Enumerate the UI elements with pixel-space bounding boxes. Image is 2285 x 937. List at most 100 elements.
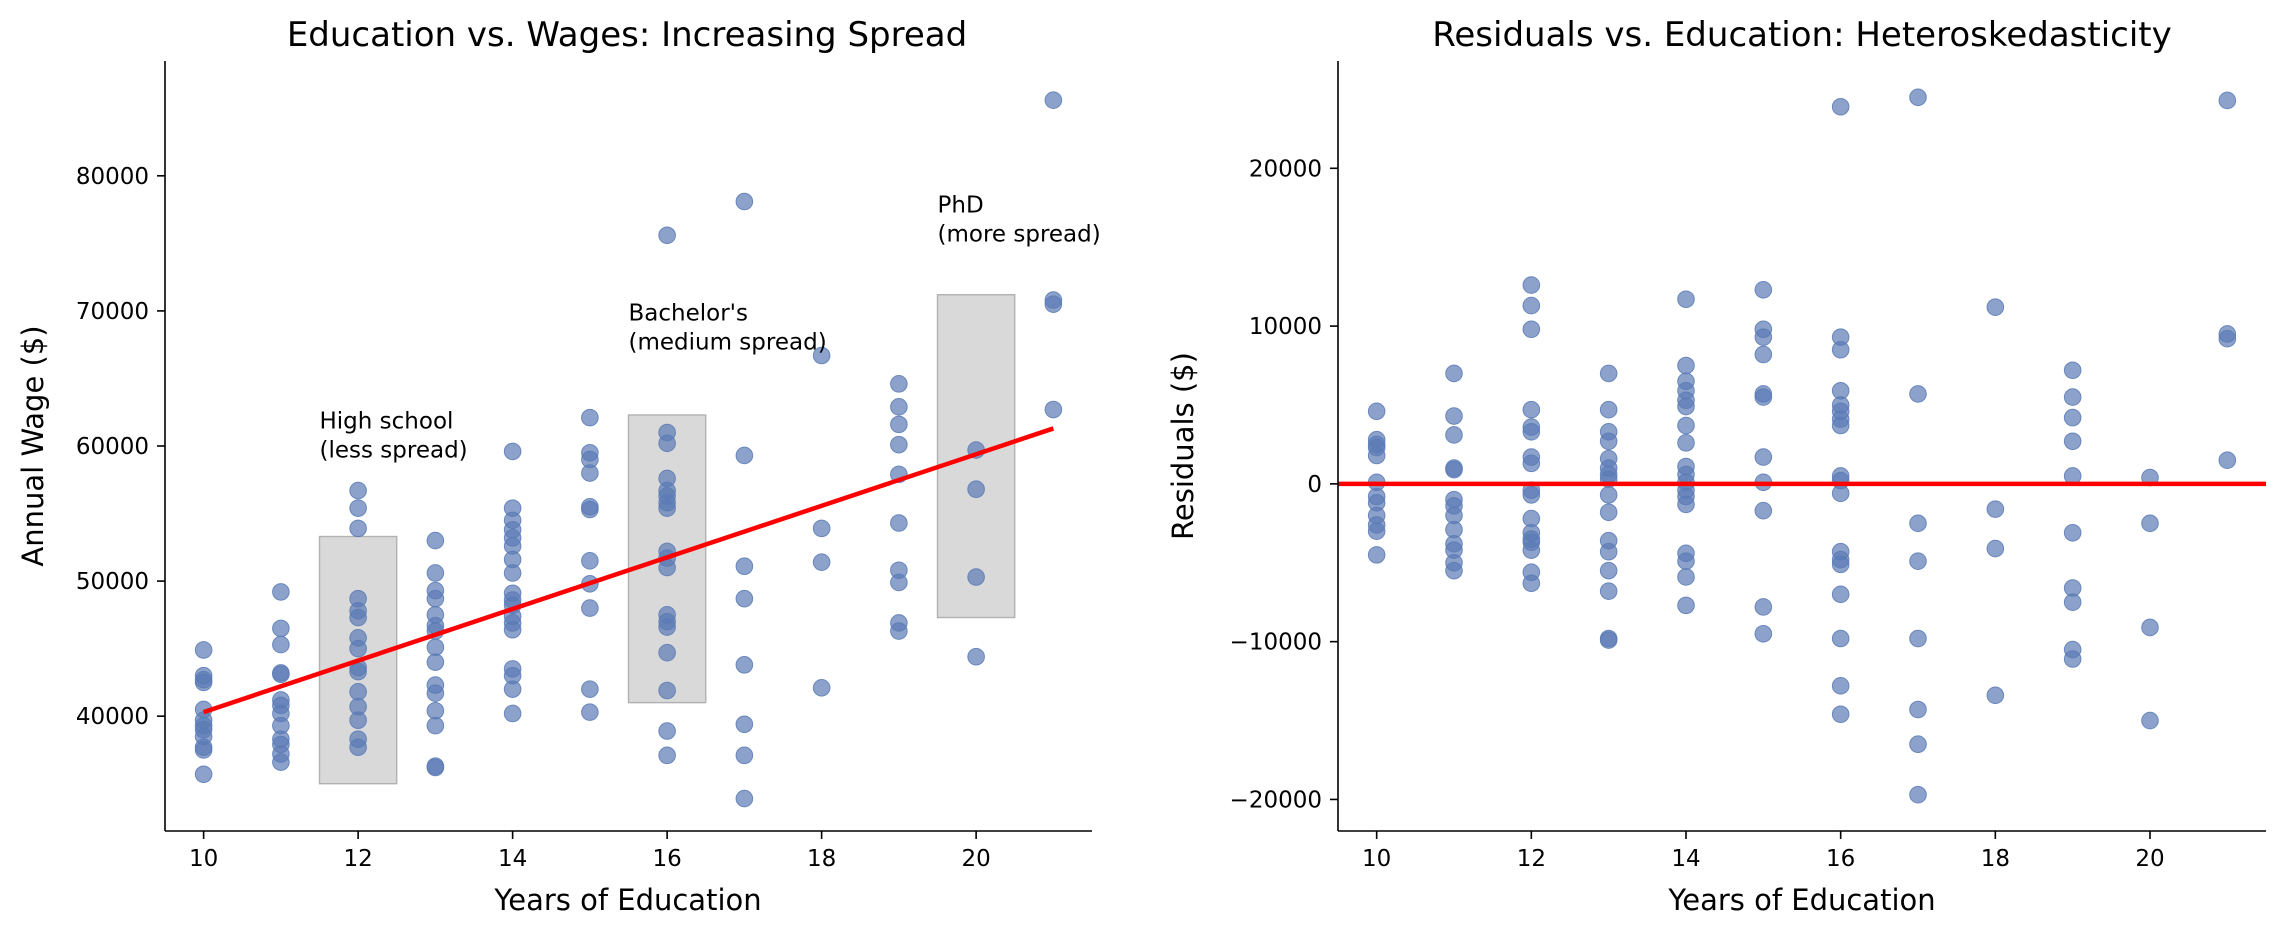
scatter-point (967, 647, 985, 666)
scatter-point (1909, 88, 1927, 107)
scatter-point (349, 683, 367, 701)
scatter-point (1909, 552, 1927, 570)
scatter-point (503, 680, 522, 698)
scatter-point (1831, 97, 1850, 116)
annotations: High school (less spread) Bachelor's (mediu… (320, 192, 1101, 463)
annotation-text: (medium spread) (629, 329, 827, 355)
scatter-point (581, 408, 599, 427)
scatter-point (2063, 523, 2082, 542)
scatter-point (1367, 522, 1386, 541)
scatter-point (349, 662, 367, 681)
scatter-point (735, 589, 754, 608)
scatter-point (1909, 385, 1927, 403)
right-chart-residuals: Residuals vs. Education: Heteroskedastic… (1166, 15, 2266, 917)
scatter-point (735, 746, 754, 765)
scatter-point (2063, 593, 2082, 612)
scatter-point (426, 758, 445, 777)
scatter-point (1445, 460, 1463, 479)
scatter-point (658, 746, 676, 765)
scatter-points (1367, 88, 2237, 804)
scatter-point (735, 192, 754, 211)
scatter-point (426, 531, 445, 550)
scatter-point (1831, 705, 1850, 724)
scatter-point (1599, 582, 1618, 600)
scatter-point (1986, 500, 2005, 518)
scatter-point (426, 638, 445, 657)
scatter-point (2063, 432, 2082, 451)
scatter-point (581, 680, 599, 698)
scatter-point (1445, 407, 1463, 425)
scatter-point (735, 557, 754, 576)
y-tick-label: 0 (1307, 472, 1322, 498)
scatter-point (1831, 340, 1850, 359)
scatter-point (272, 583, 290, 601)
y-tick-label: −20000 (1230, 787, 1322, 813)
scatter-point (1677, 434, 1695, 452)
scatter-point (349, 608, 367, 627)
scatter-point (890, 622, 908, 640)
scatter-point (735, 715, 754, 734)
y-tick-label: 70000 (76, 299, 149, 325)
scatter-point (1754, 598, 1773, 616)
scatter-point (349, 499, 367, 517)
scatter-point (890, 375, 908, 393)
scatter-point (349, 519, 367, 538)
left-chart-title: Education vs. Wages: Increasing Spread (287, 15, 967, 55)
scatter-point (349, 711, 367, 730)
scatter-point (1909, 700, 1927, 719)
scatter-point (2218, 329, 2237, 348)
scatter-point (1754, 501, 1773, 520)
scatter-point (1522, 320, 1541, 339)
right-chart-title: Residuals vs. Education: Heteroskedastic… (1432, 15, 2171, 55)
scatter-point (658, 681, 676, 700)
scatter-point (735, 789, 754, 808)
scatter-point (1522, 574, 1541, 593)
scatter-point (1522, 296, 1541, 315)
y-tick-label: 50000 (76, 569, 149, 595)
y-axis-ticks: 40000 50000 60000 70000 80000 (76, 164, 165, 730)
scatter-point (1677, 596, 1695, 615)
scatter-point (1677, 397, 1695, 416)
scatter-point (1909, 629, 1927, 648)
scatter-points (194, 91, 1063, 808)
x-tick-label: 10 (189, 846, 218, 872)
scatter-point (194, 765, 213, 784)
annotation-text: High school (320, 408, 454, 434)
scatter-point (1599, 631, 1618, 649)
scatter-point (426, 589, 445, 608)
scatter-point (1677, 552, 1695, 570)
scatter-point (1909, 514, 1927, 533)
x-tick-label: 12 (1517, 846, 1546, 872)
scatter-point (2141, 514, 2159, 533)
scatter-point (1445, 561, 1463, 580)
left-chart-ylabel: Annual Wage ($) (16, 325, 50, 566)
scatter-point (1754, 388, 1773, 406)
scatter-point (1445, 364, 1463, 383)
scatter-point (1599, 486, 1618, 504)
scatter-point (658, 499, 676, 517)
scatter-point (658, 558, 676, 577)
scatter-point (581, 464, 599, 482)
annotation-text: (less spread) (320, 437, 468, 463)
scatter-point (812, 679, 831, 697)
scatter-point (1599, 400, 1618, 419)
scatter-point (426, 653, 445, 671)
x-tick-label: 18 (1981, 846, 2010, 872)
y-tick-label: 20000 (1249, 156, 1322, 182)
scatter-point (1909, 735, 1927, 754)
scatter-point (2141, 618, 2159, 637)
scatter-point (1599, 503, 1618, 522)
scatter-point (1367, 446, 1386, 465)
x-tick-label: 14 (1671, 846, 1700, 872)
scatter-point (194, 741, 213, 759)
scatter-point (1044, 400, 1063, 419)
scatter-point (1986, 686, 2005, 705)
scatter-point (1522, 422, 1541, 441)
scatter-point (1677, 568, 1695, 586)
scatter-point (967, 480, 985, 499)
scatter-point (1599, 364, 1618, 383)
scatter-point (194, 670, 213, 689)
scatter-point (1986, 539, 2005, 558)
scatter-point (1754, 280, 1773, 299)
